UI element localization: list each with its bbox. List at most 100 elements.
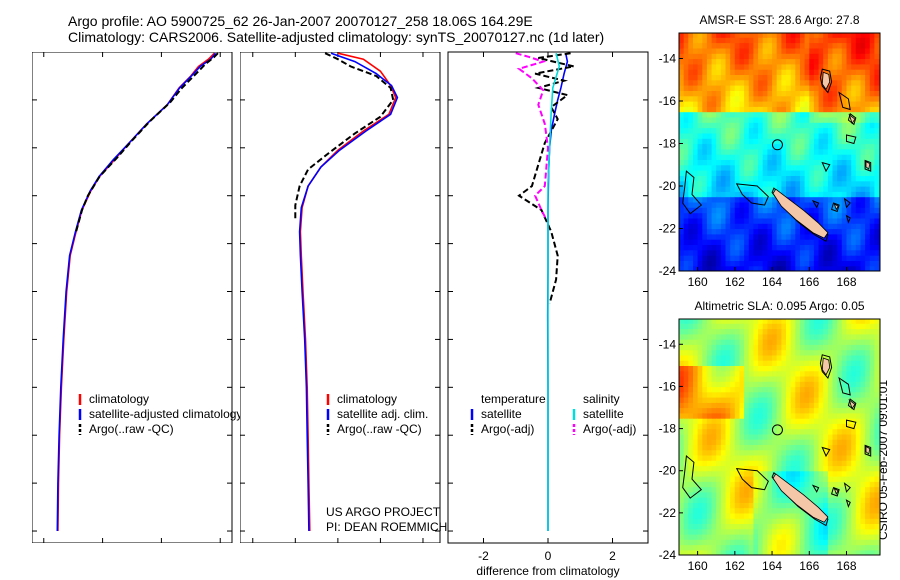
sla-map-cell	[744, 502, 750, 509]
sst-map-cell	[693, 33, 699, 38]
sla-map-cell	[781, 523, 787, 530]
sla-map-cell	[753, 407, 759, 414]
salinity-panel-xtick-label: 34.5	[284, 549, 308, 563]
sst-map-cell	[716, 85, 722, 91]
sla-map-cell	[786, 507, 792, 514]
sst-map-cell	[809, 69, 815, 75]
sla-map-cell	[869, 449, 876, 456]
sla-map-cell	[869, 402, 876, 409]
sla-map-cell	[748, 465, 755, 472]
sst-map-cell	[781, 111, 787, 118]
sst-map-cell	[720, 47, 727, 54]
sst-map-coastline	[735, 183, 769, 206]
sla-map-cell	[711, 549, 717, 555]
sla-map-cell	[860, 407, 866, 414]
sst-map-cell	[758, 159, 764, 166]
sla-map-cell	[739, 407, 745, 414]
sst-map-cell	[739, 74, 745, 81]
sst-map-cell	[790, 53, 796, 60]
sla-map-cell	[683, 354, 689, 361]
sla-map-cell	[865, 533, 871, 540]
sla-map-cell	[855, 375, 862, 382]
sla-map-cell	[706, 476, 713, 482]
sst-map-cell	[809, 196, 815, 203]
sst-map-cell	[800, 63, 806, 70]
sst-map-cell	[841, 47, 848, 54]
sst-map-cell	[697, 233, 703, 240]
sst-map-cell	[697, 217, 703, 224]
sst-map-cell	[716, 196, 722, 203]
sst-map-cell	[800, 159, 806, 166]
sla-map-cell	[851, 460, 857, 467]
sst-map-cell	[813, 47, 820, 54]
sst-map-cell	[823, 143, 829, 150]
sla-map-cell	[790, 381, 796, 388]
sst-map-cell	[869, 201, 876, 208]
sst-map-cell	[767, 33, 773, 38]
temperature-panel-ytick-label: 0	[21, 45, 28, 59]
sla-map-cell	[823, 412, 829, 419]
sla-map-cell	[748, 360, 755, 366]
sla-map-cell	[767, 412, 773, 419]
sst-map-cell	[846, 69, 852, 75]
sst-map-cell	[795, 260, 801, 267]
sst-map-cell	[832, 212, 838, 219]
sst-map-cell	[679, 79, 685, 86]
sst-map-cell	[744, 191, 750, 198]
sst-map-cell	[720, 244, 727, 251]
sst-map-cell	[781, 228, 787, 235]
sla-map-cell	[697, 497, 703, 503]
sst-map-cell	[851, 239, 857, 245]
sst-map-cell	[753, 186, 759, 192]
sla-map-cell	[753, 502, 759, 509]
sst-map-cell	[800, 33, 806, 38]
sla-map-cell	[813, 433, 820, 440]
sla-map-cell	[744, 539, 750, 546]
sla-map-cell	[809, 428, 815, 435]
sst-map-cell	[781, 33, 787, 38]
sla-map-cell	[688, 502, 694, 509]
sla-map-cell	[748, 354, 755, 361]
sla-map-cell	[748, 518, 755, 524]
sla-map-cell	[846, 539, 852, 546]
sst-map-cell	[734, 249, 741, 256]
sla-map-cell	[693, 412, 699, 419]
salinity-panel-xtick-label: 36	[416, 549, 430, 563]
sla-map-cell	[702, 349, 708, 356]
sst-map-cell	[874, 255, 880, 261]
sst-map-cell	[720, 74, 727, 81]
sla-map-cell	[758, 402, 764, 409]
sst-map-cell	[804, 74, 810, 81]
sst-map-cell	[688, 132, 694, 139]
sla-map-cell	[744, 481, 750, 488]
sla-map-cell	[683, 323, 689, 330]
sla-map-cell	[855, 360, 862, 366]
sst-map-cell	[734, 186, 741, 192]
sla-map-cell	[832, 465, 838, 472]
sst-map-cell	[702, 111, 708, 118]
sla-map-cell	[739, 423, 745, 430]
sst-map-cell	[753, 233, 759, 240]
sst-map-cell	[748, 42, 755, 49]
sst-map-cell	[846, 159, 852, 166]
sla-map-cell	[869, 423, 876, 430]
sst-map-cell	[855, 180, 862, 187]
sst-map-cell	[860, 47, 866, 54]
sst-map-cell	[753, 228, 759, 235]
sla-map-cell	[688, 454, 694, 461]
sst-map-cell	[716, 69, 722, 75]
sst-map-cell	[720, 217, 727, 224]
sla-map-cell	[786, 391, 792, 398]
sla-map-cell	[683, 460, 689, 467]
sla-map-cell	[786, 344, 792, 351]
sla-map-cell	[753, 476, 759, 482]
sla-map-cell	[851, 481, 857, 488]
sla-map-cell	[693, 323, 699, 330]
sst-map-cell	[748, 122, 755, 129]
sst-map-cell	[832, 111, 838, 118]
sla-map-cell	[818, 549, 824, 555]
sla-map-cell	[823, 449, 829, 456]
sst-map-cell	[804, 175, 810, 182]
sst-map-cell	[767, 47, 773, 54]
sst-map-cell	[734, 122, 741, 129]
